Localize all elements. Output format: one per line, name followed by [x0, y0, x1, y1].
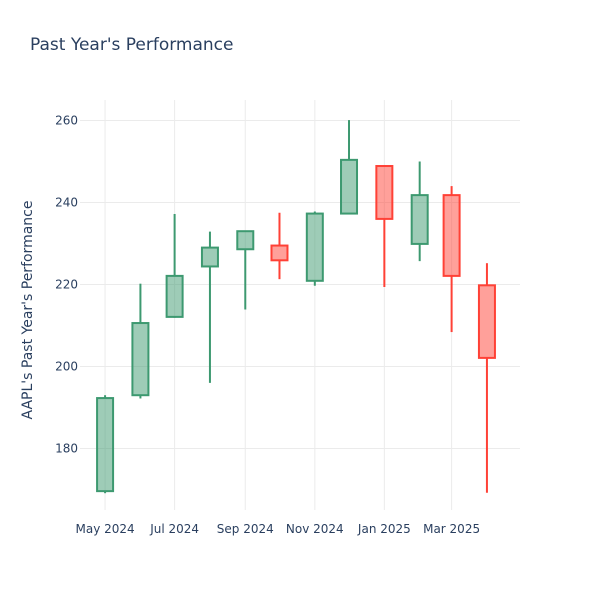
- candle-body: [96, 397, 115, 493]
- candle-decreasing: [477, 263, 496, 493]
- chart-title: Past Year's Performance: [30, 35, 234, 55]
- candle-body: [410, 194, 429, 245]
- candle-body: [442, 194, 461, 277]
- candle-body: [200, 246, 219, 268]
- y-axis-label: AAPL's Past Year's Performance: [20, 201, 36, 420]
- y-tick-label: 200: [55, 360, 78, 374]
- candle-body: [165, 274, 184, 318]
- candle-body: [375, 165, 394, 220]
- candle-decreasing: [375, 165, 394, 287]
- x-tick-label: Mar 2025: [423, 522, 480, 536]
- candle-increasing: [236, 230, 255, 310]
- x-axis-ticks: May 2024 Jul 2024 Sep 2024 Nov 2024 Jan 2025…: [75, 522, 480, 536]
- candle-increasing: [340, 120, 359, 215]
- candle-body: [477, 284, 496, 359]
- candle-increasing: [305, 211, 324, 286]
- candle-increasing: [165, 213, 184, 318]
- y-tick-label: 260: [55, 114, 78, 128]
- y-tick-label: 180: [55, 442, 78, 456]
- candle-body: [270, 244, 289, 262]
- candle-increasing: [96, 395, 115, 494]
- candle-decreasing: [270, 212, 289, 280]
- candles: [96, 120, 496, 494]
- y-tick-label: 220: [55, 278, 78, 292]
- candle-increasing: [200, 231, 219, 383]
- x-tick-label: Jan 2025: [357, 522, 411, 536]
- candle-body: [131, 322, 150, 397]
- grid-lines: [80, 100, 520, 510]
- y-tick-label: 240: [55, 196, 78, 210]
- x-tick-label: May 2024: [75, 522, 134, 536]
- y-axis-ticks: 180 200 220 240 260: [55, 114, 78, 456]
- candle-decreasing: [442, 186, 461, 333]
- candle-increasing: [131, 283, 150, 399]
- candle-body: [340, 158, 359, 215]
- candle-body: [236, 230, 255, 251]
- x-tick-label: Sep 2024: [217, 522, 274, 536]
- x-tick-label: Nov 2024: [286, 522, 344, 536]
- candle-increasing: [410, 161, 429, 262]
- candle-body: [305, 212, 324, 282]
- x-tick-label: Jul 2024: [149, 522, 199, 536]
